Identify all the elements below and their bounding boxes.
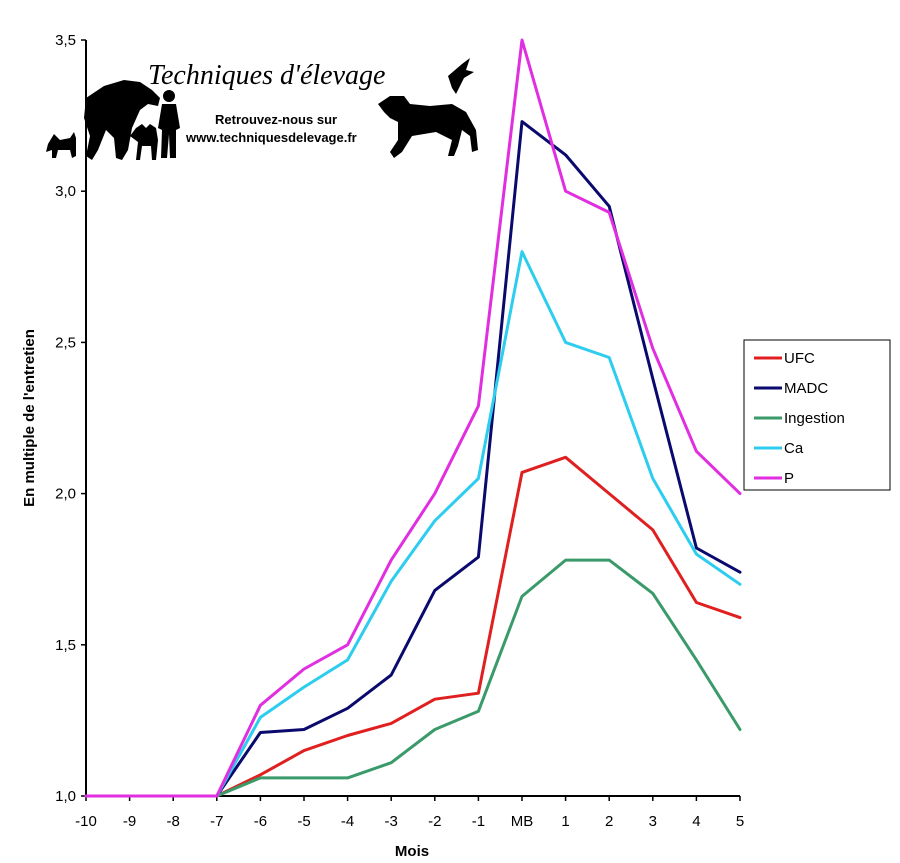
x-tick-label: MB — [511, 813, 534, 830]
legend-label: Ingestion — [784, 410, 845, 427]
series-lines — [84, 38, 742, 798]
x-tick-label: 2 — [605, 813, 613, 830]
y-axis-title: En multiple de l'entretien — [21, 329, 38, 507]
cat-icon — [46, 132, 76, 158]
dog-icon — [130, 124, 158, 160]
x-tick-label: -2 — [428, 813, 441, 830]
brand-url: www.techniquesdelevage.fr — [185, 130, 357, 145]
x-tick-label: -10 — [75, 813, 97, 830]
y-tick-label: 3,5 — [55, 32, 76, 49]
series-line-ingestion — [84, 558, 742, 798]
y-tick-label: 3,0 — [55, 183, 76, 200]
watermark: Techniques d'élevage Retrouvez-nous sur … — [46, 58, 478, 160]
series-line-p — [84, 38, 742, 798]
x-tick-label: -6 — [254, 813, 267, 830]
y-tick-label: 2,5 — [55, 334, 76, 351]
person-icon — [158, 90, 180, 158]
x-tick-label: -5 — [297, 813, 310, 830]
x-tick-label: -9 — [123, 813, 136, 830]
series-line-madc — [84, 120, 742, 798]
legend-label: MADC — [784, 380, 828, 397]
x-tick-label: 1 — [561, 813, 569, 830]
y-tick-label: 1,5 — [55, 637, 76, 654]
x-tick-label: 3 — [649, 813, 657, 830]
x-tick-label: -7 — [210, 813, 223, 830]
brand-tagline: Retrouvez-nous sur — [215, 112, 337, 127]
legend-label: UFC — [784, 350, 815, 367]
horse-icon — [84, 80, 160, 160]
legend: UFC MADC Ingestion Ca P — [743, 339, 891, 491]
tick-labels: 1,0 1,5 2,0 2,5 3,0 3,5 -10 -9 -8 -7 -6 -5 -4 -3 -2 -1 M… — [55, 32, 744, 830]
y-tick-label: 1,0 — [55, 788, 76, 805]
horse-running-icon — [378, 96, 478, 158]
x-axis-title: Mois — [395, 843, 429, 860]
legend-label: P — [784, 470, 794, 487]
x-tick-label: 4 — [692, 813, 700, 830]
legend-label: Ca — [784, 440, 804, 457]
x-tick-label: -8 — [167, 813, 180, 830]
x-tick-label: -4 — [341, 813, 354, 830]
x-tick-label: -1 — [472, 813, 485, 830]
x-tick-label: -3 — [385, 813, 398, 830]
bird-icon — [448, 58, 474, 94]
brand-title: Techniques d'élevage — [148, 60, 385, 91]
y-tick-label: 2,0 — [55, 486, 76, 503]
axes — [81, 39, 741, 801]
legend-box — [743, 339, 891, 491]
x-tick-label: 5 — [736, 813, 744, 830]
